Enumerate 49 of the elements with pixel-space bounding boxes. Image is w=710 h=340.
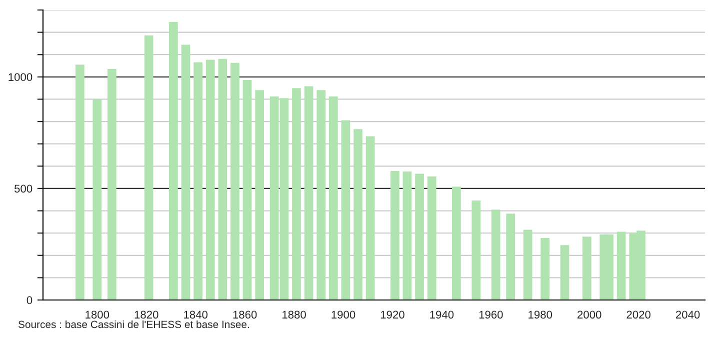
- bar: [366, 136, 375, 300]
- bar: [75, 64, 84, 300]
- bar: [506, 214, 516, 300]
- bar: [328, 96, 338, 300]
- x-tick-label: 1860: [233, 310, 257, 319]
- bar: [92, 99, 102, 300]
- x-tick-label: 1800: [86, 310, 110, 319]
- x-tick-label: 1980: [528, 310, 552, 319]
- x-tick-label: 1820: [134, 310, 158, 319]
- bar: [452, 186, 461, 300]
- x-tick-label: 2040: [676, 310, 700, 319]
- bar: [242, 80, 252, 300]
- x-tick-label: 1960: [479, 310, 503, 319]
- bar: [523, 230, 532, 300]
- y-tick-label: 1000: [8, 73, 32, 82]
- bar: [144, 35, 154, 300]
- bar: [402, 172, 412, 300]
- x-tick-label: 1880: [282, 310, 306, 319]
- bar: [582, 236, 592, 300]
- x-tick-label: 2020: [626, 310, 650, 319]
- x-tick-label: 1920: [380, 310, 404, 319]
- bar: [560, 245, 570, 300]
- bar: [472, 200, 481, 300]
- y-tick-label: 0: [26, 296, 32, 304]
- x-tick-label: 1940: [430, 310, 454, 319]
- bar: [427, 176, 436, 300]
- x-tick-label: 1900: [332, 310, 356, 319]
- bar: [304, 86, 314, 300]
- bar: [616, 232, 626, 300]
- bar: [540, 238, 550, 300]
- source-note: Sources : base Cassini de l'EHESS et base Insee.: [18, 320, 249, 328]
- bar: [107, 68, 116, 300]
- bar: [181, 44, 190, 300]
- bar: [491, 210, 500, 300]
- x-tick-label: 1840: [184, 310, 208, 319]
- bar: [341, 120, 350, 300]
- bar: [169, 22, 178, 300]
- bar: [218, 58, 228, 300]
- x-tick-label: 2000: [578, 310, 602, 319]
- bar: [206, 60, 215, 300]
- bar: [194, 62, 202, 300]
- bar: [354, 129, 362, 300]
- bar: [255, 90, 264, 300]
- bar: [230, 62, 240, 300]
- bar: [316, 90, 326, 300]
- bar: [390, 171, 400, 300]
- y-tick-label: 500: [14, 184, 32, 193]
- bar: [415, 174, 424, 300]
- bar: [292, 88, 301, 300]
